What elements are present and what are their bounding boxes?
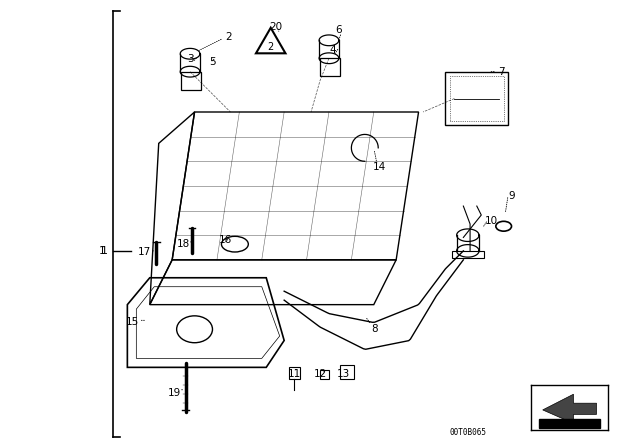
Text: 1: 1 bbox=[99, 246, 106, 256]
Text: 13: 13 bbox=[337, 369, 350, 379]
Text: 5: 5 bbox=[209, 57, 216, 67]
Text: 8: 8 bbox=[371, 324, 378, 334]
Text: 2: 2 bbox=[268, 42, 274, 52]
Bar bbox=[445, 72, 508, 125]
Bar bbox=[181, 72, 201, 90]
Bar bbox=[450, 76, 504, 121]
Text: 11: 11 bbox=[287, 369, 301, 379]
Text: 2: 2 bbox=[225, 32, 232, 42]
Text: 15: 15 bbox=[126, 317, 140, 327]
Bar bbox=[320, 370, 329, 379]
Bar bbox=[289, 367, 300, 379]
Text: 6: 6 bbox=[335, 26, 342, 35]
Text: 18: 18 bbox=[177, 239, 191, 249]
Text: 3: 3 bbox=[187, 54, 193, 64]
Bar bbox=[452, 251, 484, 258]
Text: 16: 16 bbox=[220, 235, 232, 245]
Text: 17: 17 bbox=[138, 247, 151, 257]
Text: 00T0B065: 00T0B065 bbox=[449, 428, 486, 437]
Text: 7: 7 bbox=[498, 67, 505, 77]
Text: 20: 20 bbox=[269, 22, 283, 32]
Text: 12: 12 bbox=[314, 369, 328, 379]
Text: 14: 14 bbox=[372, 162, 386, 172]
Text: 9: 9 bbox=[508, 191, 515, 201]
Bar bbox=[320, 58, 340, 76]
Text: 1: 1 bbox=[100, 246, 108, 256]
Polygon shape bbox=[543, 394, 596, 423]
Bar bbox=[539, 419, 600, 428]
Text: 10: 10 bbox=[484, 216, 498, 226]
Text: 19: 19 bbox=[167, 388, 180, 398]
Text: 4: 4 bbox=[329, 45, 336, 55]
